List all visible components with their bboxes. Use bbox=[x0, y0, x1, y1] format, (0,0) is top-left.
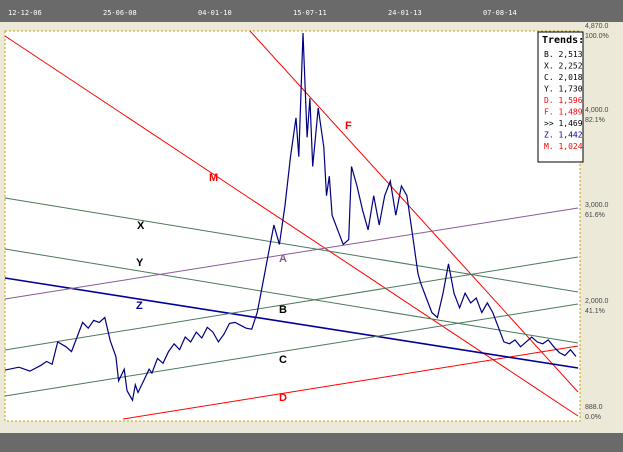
trend-label-x: X bbox=[137, 220, 145, 232]
trend-line-labels-group: M F X Y Z B C D A bbox=[136, 120, 352, 404]
x-axis-header bbox=[0, 0, 623, 22]
y-tick-value: 2,000.0 bbox=[585, 298, 608, 305]
legend-box bbox=[537, 31, 584, 163]
legend: Trends: B. 2,513 X. 2,252 C. 2,018 Y. 1,730… bbox=[537, 31, 584, 163]
x-tick-label: 12-12-06 bbox=[8, 9, 42, 17]
trendline-z bbox=[4, 277, 579, 369]
trend-label-b: B bbox=[279, 304, 287, 316]
trend-label-z: Z bbox=[136, 300, 143, 312]
trendline-c bbox=[4, 303, 579, 397]
x-axis-footer bbox=[0, 433, 623, 452]
trend-lines-group bbox=[4, 30, 579, 420]
axis-ticks-group: 12-12-06 25-06-08 04-01-10 15-07-11 24-01-13… bbox=[8, 9, 609, 421]
legend-item: B. 2,513 bbox=[544, 50, 583, 59]
plot-frame bbox=[4, 30, 581, 422]
x-tick-label: 15-07-11 bbox=[293, 9, 327, 17]
y-tick-value: 4,000.0 bbox=[585, 107, 608, 114]
y-tick-percent: 61.6% bbox=[585, 212, 605, 219]
legend-item: Y. 1,730 bbox=[544, 85, 583, 94]
trend-label-c: C bbox=[279, 354, 287, 366]
legend-item: F. 1,489 bbox=[544, 108, 583, 117]
x-tick-label: 25-06-08 bbox=[103, 9, 137, 17]
trendline-f bbox=[249, 30, 579, 393]
x-tick-label: 07-08-14 bbox=[483, 9, 517, 17]
trendline-y bbox=[4, 256, 579, 351]
legend-item: M. 1,024 bbox=[544, 142, 583, 151]
trendline-x bbox=[4, 197, 579, 293]
trend-label-a: A bbox=[279, 253, 287, 265]
trendline-d bbox=[122, 345, 579, 420]
y-tick-percent: 0.0% bbox=[585, 414, 601, 421]
y-tick-value: 4,870.0 bbox=[585, 23, 608, 30]
legend-item: Z. 1,442 bbox=[544, 131, 583, 140]
trend-label-m: M bbox=[209, 172, 218, 184]
trend-label-d: D bbox=[279, 392, 287, 404]
legend-title: Trends: bbox=[542, 35, 584, 46]
legend-item: X. 2,252 bbox=[544, 62, 583, 71]
x-tick-label: 24-01-13 bbox=[388, 9, 422, 17]
price-series-group bbox=[4, 32, 577, 403]
y-tick-percent: 41.1% bbox=[585, 308, 605, 315]
y-tick-percent: 100.0% bbox=[585, 33, 609, 40]
legend-item: D. 1,596 bbox=[544, 96, 583, 105]
x-tick-label: 04-01-10 bbox=[198, 9, 232, 17]
price-series-line bbox=[4, 32, 577, 403]
trendline-b bbox=[4, 248, 579, 344]
trend-label-y: Y bbox=[136, 257, 144, 269]
legend-item: C. 2,018 bbox=[544, 73, 583, 82]
y-tick-value: 3,000.0 bbox=[585, 202, 608, 209]
trendline-a bbox=[4, 207, 579, 300]
trend-label-f: F bbox=[345, 120, 352, 132]
legend-item: >> 1,469 bbox=[544, 119, 583, 128]
y-tick-value: 888.0 bbox=[585, 404, 603, 411]
y-tick-percent: 82.1% bbox=[585, 117, 605, 124]
